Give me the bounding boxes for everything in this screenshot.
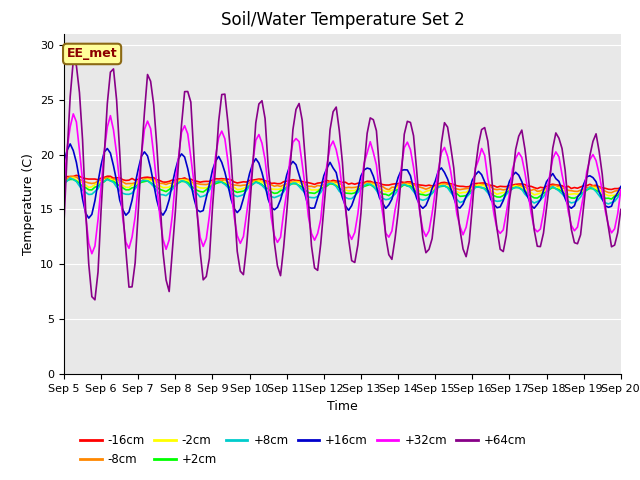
+8cm <box>109 180 117 185</box>
+64cm <box>150 102 157 108</box>
-8cm <box>524 186 532 192</box>
-16cm <box>109 175 117 181</box>
+8cm <box>330 180 337 186</box>
+2cm <box>104 176 111 182</box>
+2cm <box>330 181 337 187</box>
+8cm <box>147 180 154 186</box>
+2cm <box>109 179 117 184</box>
Legend: -16cm, -8cm, -2cm, +2cm, +8cm, +16cm, +32cm, +64cm: -16cm, -8cm, -2cm, +2cm, +8cm, +16cm, +3… <box>76 430 531 471</box>
-2cm <box>147 178 154 183</box>
-8cm <box>617 187 625 192</box>
+32cm <box>60 182 68 188</box>
+64cm <box>221 91 228 97</box>
-8cm <box>218 178 226 183</box>
Y-axis label: Temperature (C): Temperature (C) <box>22 153 35 255</box>
+8cm <box>605 201 612 207</box>
Line: -8cm: -8cm <box>64 177 621 192</box>
Line: -2cm: -2cm <box>64 178 621 196</box>
+16cm <box>221 169 228 175</box>
+32cm <box>332 147 340 153</box>
+16cm <box>527 203 535 208</box>
-2cm <box>69 175 77 180</box>
-16cm <box>617 185 625 191</box>
-2cm <box>332 181 340 187</box>
+8cm <box>218 180 226 185</box>
+8cm <box>60 180 68 186</box>
Title: Soil/Water Temperature Set 2: Soil/Water Temperature Set 2 <box>221 11 464 29</box>
+16cm <box>113 178 120 184</box>
+16cm <box>617 184 625 190</box>
Line: +32cm: +32cm <box>64 114 621 254</box>
-16cm <box>72 172 80 178</box>
-2cm <box>524 188 532 193</box>
+64cm <box>91 297 99 303</box>
-16cm <box>332 178 340 184</box>
+64cm <box>527 200 535 205</box>
+16cm <box>332 169 340 175</box>
Line: +2cm: +2cm <box>64 179 621 199</box>
+64cm <box>69 58 77 63</box>
+32cm <box>527 210 535 216</box>
+16cm <box>150 181 157 187</box>
+32cm <box>88 251 96 257</box>
-8cm <box>60 177 68 182</box>
+8cm <box>524 194 532 200</box>
Text: EE_met: EE_met <box>67 48 117 60</box>
+32cm <box>113 151 120 156</box>
-2cm <box>605 193 612 199</box>
+64cm <box>113 97 120 103</box>
-2cm <box>60 178 68 183</box>
+2cm <box>147 180 154 185</box>
-16cm <box>608 187 616 192</box>
+2cm <box>332 183 340 189</box>
Line: +64cm: +64cm <box>64 60 621 300</box>
-16cm <box>60 175 68 180</box>
-16cm <box>147 175 154 180</box>
-8cm <box>147 176 154 182</box>
-8cm <box>332 180 340 185</box>
-2cm <box>218 179 226 184</box>
+8cm <box>617 191 625 196</box>
-2cm <box>330 180 337 186</box>
-2cm <box>617 189 625 194</box>
-16cm <box>524 183 532 189</box>
-16cm <box>218 176 226 181</box>
-8cm <box>330 179 337 185</box>
+32cm <box>150 151 157 157</box>
+8cm <box>332 184 340 190</box>
-8cm <box>608 190 616 195</box>
-8cm <box>109 176 117 182</box>
+64cm <box>332 104 340 110</box>
+2cm <box>60 180 68 186</box>
+64cm <box>335 128 343 133</box>
+16cm <box>60 159 68 165</box>
+32cm <box>69 111 77 117</box>
+32cm <box>221 136 228 142</box>
+16cm <box>335 184 343 190</box>
+2cm <box>524 191 532 197</box>
+2cm <box>218 179 226 185</box>
+16cm <box>67 141 74 147</box>
+8cm <box>67 175 74 181</box>
-16cm <box>330 178 337 183</box>
+64cm <box>60 219 68 225</box>
-8cm <box>67 174 74 180</box>
-2cm <box>109 178 117 184</box>
+64cm <box>617 206 625 212</box>
+2cm <box>608 196 616 202</box>
Line: +16cm: +16cm <box>64 144 621 218</box>
+16cm <box>85 215 93 221</box>
Line: +8cm: +8cm <box>64 178 621 204</box>
+32cm <box>617 187 625 193</box>
X-axis label: Time: Time <box>327 400 358 413</box>
+2cm <box>617 190 625 195</box>
+32cm <box>335 162 343 168</box>
Line: -16cm: -16cm <box>64 175 621 190</box>
